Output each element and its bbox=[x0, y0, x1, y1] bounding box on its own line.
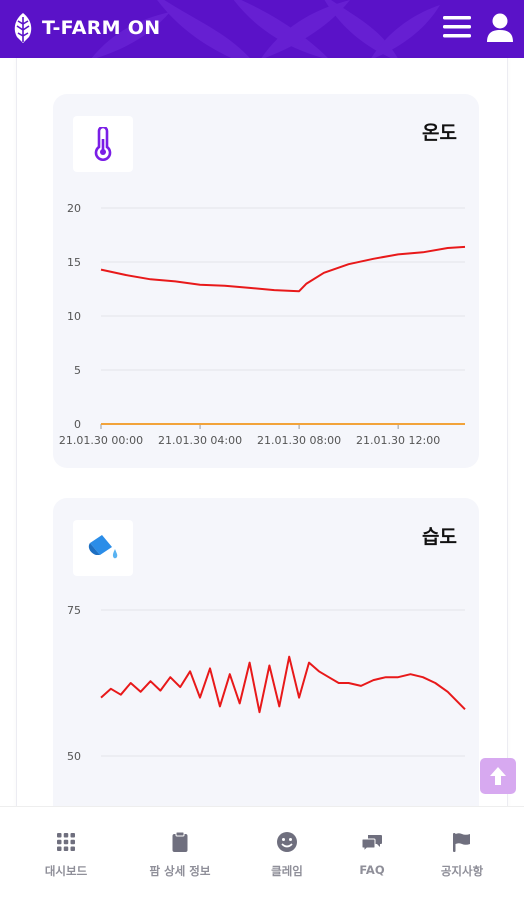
app-header: T-FARM ON bbox=[0, 0, 524, 58]
x-tick-label: 21.01.30 04:00 bbox=[158, 434, 242, 447]
header-leaf-pattern bbox=[91, 0, 440, 58]
scroll-top-button[interactable] bbox=[480, 758, 516, 794]
humidity-chart: 255075 bbox=[67, 604, 466, 763]
nav-label-farm-detail: 팜 상세 정보 bbox=[149, 864, 211, 878]
arrow-up-icon bbox=[490, 767, 506, 785]
x-tick-label: 21.01.30 00:00 bbox=[59, 434, 143, 447]
water-bucket-icon bbox=[88, 535, 118, 559]
temperature-title: 온도 bbox=[422, 122, 457, 144]
x-tick-label: 21.01.30 12:00 bbox=[356, 434, 440, 447]
leaf-logo-icon bbox=[14, 13, 32, 43]
nav-item-dashboard[interactable]: 대시보드 bbox=[16, 831, 116, 879]
smiley-icon bbox=[277, 832, 297, 852]
y-tick-label: 0 bbox=[74, 418, 81, 431]
nav-label-claim: 클레임 bbox=[271, 864, 303, 878]
nav-label-faq: FAQ bbox=[359, 863, 385, 877]
y-tick-label: 20 bbox=[67, 202, 81, 215]
series-line-0 bbox=[100, 245, 466, 293]
nav-item-claim[interactable]: 클레임 bbox=[237, 831, 337, 879]
brand-name: T-FARM ON bbox=[42, 17, 161, 39]
main-content[interactable]: 온도 0 5 10 15 20 21.01.30 00:00 21.01.30 04:00 2… bbox=[16, 58, 508, 828]
y-tick-label: 75 bbox=[67, 604, 81, 617]
x-tick-label: 21.01.30 08:00 bbox=[257, 434, 341, 447]
brand-logo[interactable]: T-FARM ON bbox=[12, 12, 160, 44]
y-tick-label: 5 bbox=[74, 364, 81, 377]
y-tick-label: 10 bbox=[67, 310, 81, 323]
y-tick-label: 15 bbox=[67, 256, 81, 269]
series-line-0 bbox=[100, 655, 466, 714]
flag-icon bbox=[453, 833, 470, 852]
nav-label-notice: 공지사항 bbox=[440, 864, 484, 878]
nav-item-notice[interactable]: 공지사항 bbox=[412, 831, 512, 879]
humidity-title: 습도 bbox=[422, 526, 457, 548]
temperature-chart: 0 5 10 15 20 21.01.30 00:00 21.01.30 04:00 21.0… bbox=[59, 202, 466, 447]
clipboard-icon bbox=[172, 831, 188, 852]
hamburger-menu-icon[interactable] bbox=[442, 14, 472, 40]
nav-label-dashboard: 대시보드 bbox=[44, 864, 88, 878]
temperature-icon-box bbox=[73, 116, 133, 172]
chat-bubbles-icon bbox=[361, 835, 382, 853]
humidity-icon-box bbox=[73, 520, 133, 576]
y-tick-label: 50 bbox=[67, 750, 81, 763]
nav-item-faq[interactable]: FAQ bbox=[322, 831, 422, 877]
grid-icon bbox=[57, 833, 75, 851]
bottom-navigation: 대시보드 팜 상세 정보 클레임 FAQ 공지사항 bbox=[0, 806, 524, 900]
humidity-card: 습도 255075 bbox=[53, 498, 479, 828]
user-icon[interactable] bbox=[486, 12, 514, 44]
nav-item-farm-detail[interactable]: 팜 상세 정보 bbox=[130, 831, 230, 879]
temperature-card: 온도 0 5 10 15 20 21.01.30 00:00 21.01.30 04:00 2… bbox=[53, 94, 479, 468]
thermometer-icon bbox=[94, 127, 112, 161]
